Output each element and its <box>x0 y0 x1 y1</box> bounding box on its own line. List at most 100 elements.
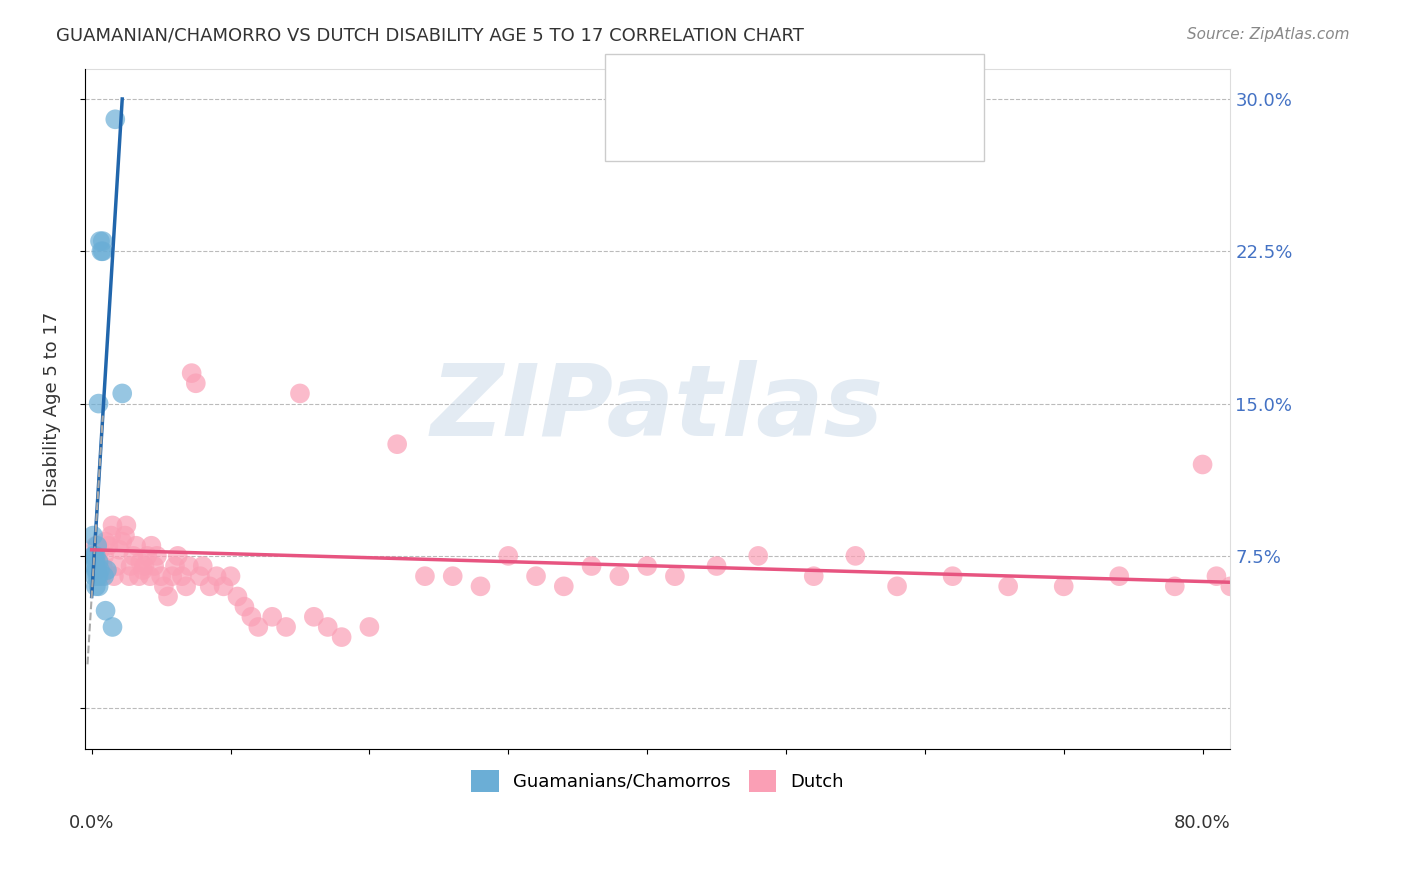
Point <box>105 559 128 574</box>
Point <box>84 539 107 553</box>
Text: R =: R = <box>672 119 711 136</box>
Point <box>83 559 105 574</box>
Point <box>163 559 186 574</box>
Point <box>87 396 110 410</box>
Point <box>247 620 270 634</box>
Point <box>89 563 111 577</box>
Point <box>84 555 107 569</box>
Point <box>153 579 176 593</box>
Point <box>93 569 115 583</box>
Point <box>101 620 124 634</box>
Point <box>96 563 118 577</box>
Point <box>134 559 156 574</box>
Point <box>212 579 235 593</box>
Point <box>84 563 107 577</box>
Point <box>101 518 124 533</box>
Point <box>114 528 136 542</box>
Point <box>86 563 108 577</box>
Text: -0.132: -0.132 <box>700 119 765 136</box>
Point <box>316 620 339 634</box>
Point <box>89 542 111 557</box>
Point <box>111 386 134 401</box>
Point <box>330 630 353 644</box>
Point <box>139 569 162 583</box>
Point <box>83 569 105 583</box>
Point <box>86 563 108 577</box>
Point <box>1275 579 1298 593</box>
Point <box>91 234 114 248</box>
Point <box>128 569 150 583</box>
Point <box>188 569 211 583</box>
Point <box>205 569 228 583</box>
Point <box>1344 590 1367 604</box>
Point <box>90 569 112 583</box>
Point <box>103 569 125 583</box>
Text: N =: N = <box>756 119 808 136</box>
Point <box>87 579 110 593</box>
Point <box>86 539 108 553</box>
Point <box>747 549 769 563</box>
Point <box>136 549 159 563</box>
Point <box>1053 579 1076 593</box>
Point <box>288 386 311 401</box>
Point <box>581 559 603 574</box>
Point <box>97 539 120 553</box>
Point <box>706 559 728 574</box>
Point <box>100 528 122 542</box>
Point <box>1316 590 1339 604</box>
Point <box>94 534 117 549</box>
Point <box>470 579 492 593</box>
Point <box>90 244 112 259</box>
Point <box>143 559 166 574</box>
Point <box>1358 579 1381 593</box>
Text: 94: 94 <box>794 119 820 136</box>
Point <box>150 569 173 583</box>
Point <box>115 518 138 533</box>
Point <box>157 590 180 604</box>
Point <box>191 559 214 574</box>
Point <box>385 437 408 451</box>
Text: Source: ZipAtlas.com: Source: ZipAtlas.com <box>1187 27 1350 42</box>
Point <box>302 609 325 624</box>
Point <box>170 569 193 583</box>
Text: ZIPatlas: ZIPatlas <box>432 360 884 458</box>
Point <box>108 542 131 557</box>
Point <box>174 579 197 593</box>
Point <box>91 244 114 259</box>
Y-axis label: Disability Age 5 to 17: Disability Age 5 to 17 <box>44 311 60 506</box>
Point <box>184 376 207 391</box>
Point <box>91 559 114 574</box>
Point <box>83 549 105 563</box>
Point <box>1330 579 1353 593</box>
Point <box>240 609 263 624</box>
Text: 0.560: 0.560 <box>700 78 756 96</box>
Text: 0.0%: 0.0% <box>69 814 114 831</box>
Point <box>198 579 221 593</box>
Point <box>146 549 169 563</box>
Point <box>125 539 148 553</box>
Point <box>524 569 547 583</box>
Point <box>1108 569 1130 583</box>
Point <box>803 569 825 583</box>
Point <box>120 559 142 574</box>
Point <box>129 555 152 569</box>
Point <box>886 579 908 593</box>
Point <box>1247 579 1270 593</box>
Point <box>93 549 115 563</box>
Point <box>274 620 297 634</box>
Legend: Guamanians/Chamorros, Dutch: Guamanians/Chamorros, Dutch <box>463 761 852 801</box>
Point <box>262 609 284 624</box>
Text: N =: N = <box>756 78 808 96</box>
Point <box>82 528 104 542</box>
Text: 27: 27 <box>794 78 820 96</box>
Text: R =: R = <box>672 78 711 96</box>
Point <box>359 620 381 634</box>
Point <box>132 563 155 577</box>
Point <box>87 555 110 569</box>
Point <box>413 569 436 583</box>
Point <box>177 559 200 574</box>
Point <box>1219 579 1241 593</box>
Point <box>166 549 188 563</box>
Point <box>94 604 117 618</box>
Point <box>1261 590 1284 604</box>
